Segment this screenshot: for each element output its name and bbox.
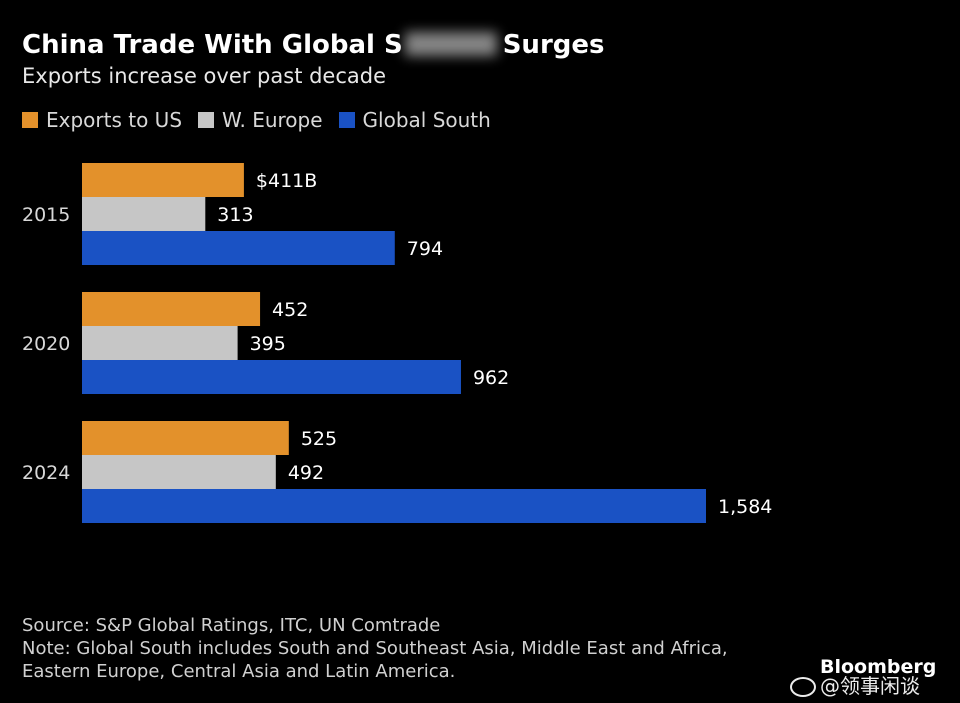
data-label-global-south-2015: 794 xyxy=(407,238,443,260)
tick-label-2024: 2024 xyxy=(22,462,70,484)
bar-europe-2020 xyxy=(82,326,238,360)
tick-label-2020: 2020 xyxy=(22,333,70,355)
data-label-global-south-2020: 962 xyxy=(473,367,509,389)
title-text-end: Surges xyxy=(502,30,605,60)
legend-item-global-south: Global South xyxy=(338,108,491,132)
data-label-global-south-2024: 1,584 xyxy=(718,496,772,518)
legend-swatch-us xyxy=(22,112,38,128)
legend-item-europe: W. Europe xyxy=(198,108,323,132)
bar-europe-2024 xyxy=(82,455,276,489)
chart-footer: Source: S&P Global Ratings, ITC, UN Comt… xyxy=(22,614,742,683)
bar-global-south-2015 xyxy=(82,231,395,265)
legend-swatch-global-south xyxy=(338,112,355,128)
data-label-europe-2020: 395 xyxy=(250,333,286,355)
bar-global-south-2024 xyxy=(82,489,706,523)
bar-us-2015 xyxy=(82,163,244,197)
bar-global-south-2020 xyxy=(82,360,461,394)
data-label-us-2020: 452 xyxy=(272,299,308,321)
legend-label-europe: W. Europe xyxy=(222,108,323,132)
weibo-watermark: @领事闲谈 xyxy=(790,670,920,699)
note-text: Note: Global South includes South and So… xyxy=(22,638,728,682)
legend: Exports to US W. Europe Global South xyxy=(22,108,507,132)
redacted-word xyxy=(404,32,497,56)
bar-us-2024 xyxy=(82,421,289,455)
legend-label-us: Exports to US xyxy=(46,108,183,132)
tick-label-2015: 2015 xyxy=(22,204,70,226)
legend-label-global-south: Global South xyxy=(362,108,491,132)
bar-europe-2015 xyxy=(82,197,206,231)
source-text: Source: S&P Global Ratings, ITC, UN Comt… xyxy=(22,615,441,636)
data-label-europe-2015: 313 xyxy=(217,204,253,226)
watermark-text: @领事闲谈 xyxy=(820,674,920,698)
bar-us-2020 xyxy=(82,292,261,326)
chart-title: China Trade With Global S Surges xyxy=(22,30,604,60)
chart-subtitle: Exports increase over past decade xyxy=(22,64,387,88)
legend-swatch-europe xyxy=(198,112,215,128)
bloomberg-logo: Bloomberg xyxy=(820,656,937,678)
data-label-europe-2024: 492 xyxy=(288,462,324,484)
data-label-us-2024: 525 xyxy=(301,428,337,450)
data-label-us-2015: $411B xyxy=(256,170,317,192)
legend-item-us: Exports to US xyxy=(22,108,182,132)
weibo-icon xyxy=(790,677,816,697)
title-text-start: China Trade With Global S xyxy=(22,30,403,60)
